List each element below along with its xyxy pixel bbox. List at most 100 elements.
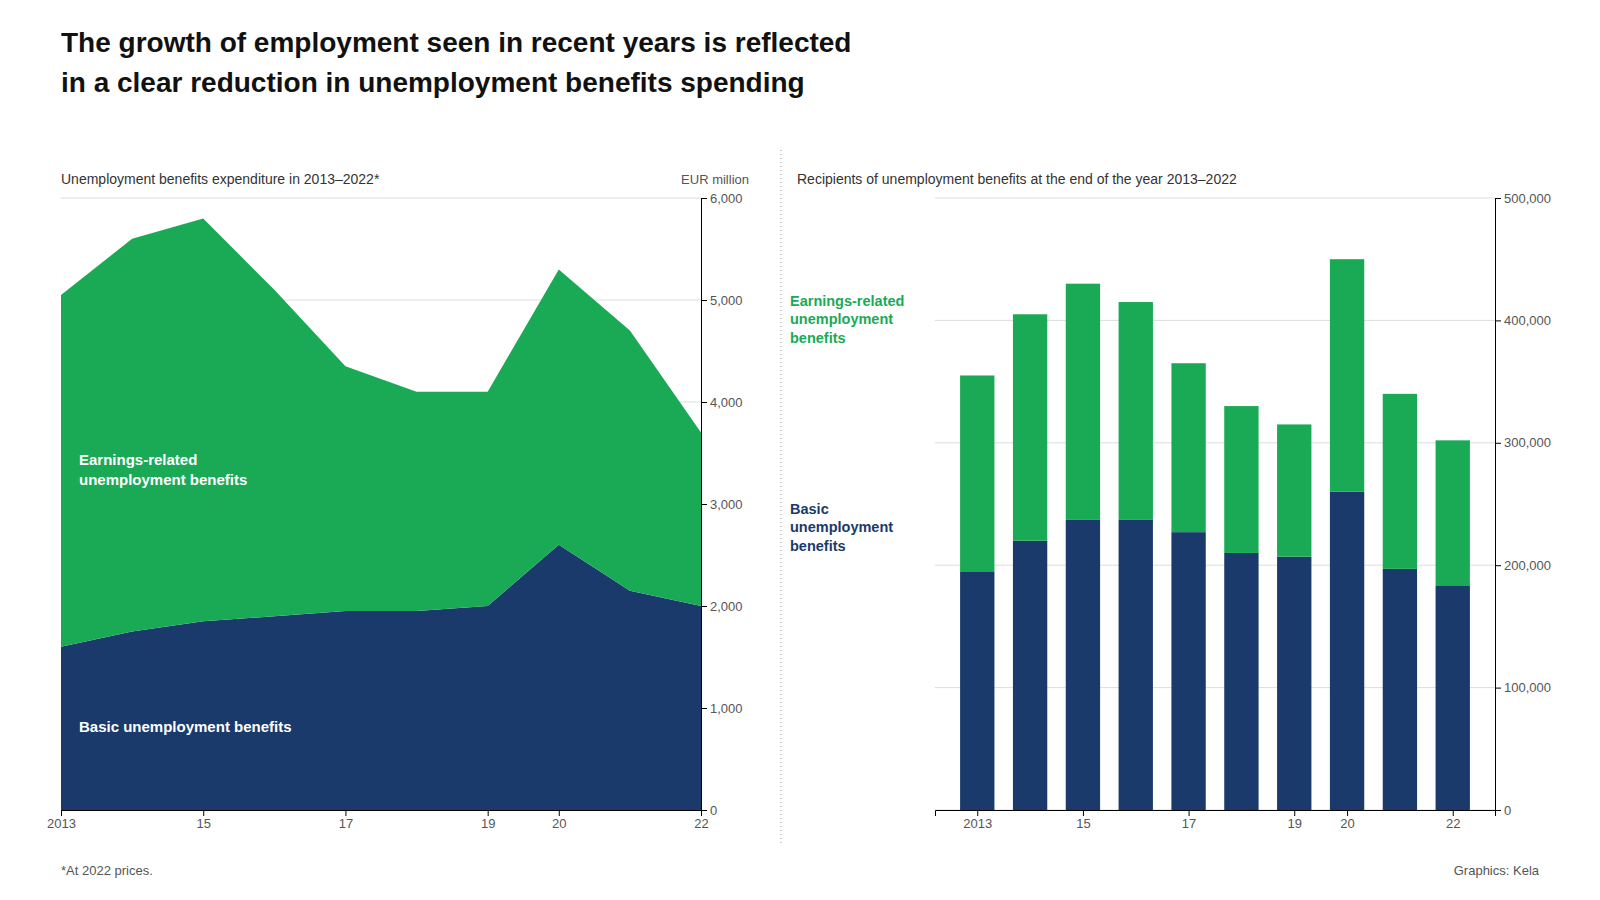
x-tick-mark	[1083, 810, 1084, 816]
x-tick-label: 17	[1182, 816, 1196, 831]
y-axis-line	[702, 199, 708, 811]
bar	[1224, 553, 1258, 810]
subtitle: Unemployment benefits expenditure in 201…	[61, 171, 380, 187]
x-tick-mark	[345, 810, 346, 816]
y-tick-label: 200,000	[1504, 558, 1551, 573]
x-tick: 2013	[47, 810, 76, 831]
bar	[1066, 520, 1100, 810]
x-tick-label: 15	[1076, 816, 1090, 831]
x-tick-mark	[1347, 810, 1348, 816]
title: The growth of employment seen in recent …	[61, 27, 851, 58]
x-tick: 19	[481, 810, 495, 831]
text-line: Earnings-related	[790, 292, 904, 308]
plot-area: 2013 15 17 19 20 220 1,000 2,000 3,000 4,000 5,000…	[47, 191, 743, 832]
x-tick: 15	[196, 810, 210, 831]
grid	[935, 198, 1495, 810]
y-tick-mark	[1495, 565, 1501, 566]
x-tick-mark	[203, 810, 204, 816]
x-tick-label: 17	[339, 816, 353, 831]
text-line: Basic	[790, 500, 829, 516]
x-tick-mark	[559, 810, 560, 816]
text-line: unemployment	[790, 519, 893, 535]
divider	[781, 150, 782, 846]
text-line: Earnings-related	[79, 451, 197, 468]
grid-line	[61, 198, 701, 199]
y-tick-mark	[1495, 198, 1501, 199]
y-tick-label: 0	[710, 803, 717, 818]
grid	[61, 198, 701, 810]
bar	[960, 571, 994, 810]
text-line: benefits	[790, 330, 846, 346]
bar	[1436, 586, 1470, 810]
y-tick: 6,000	[701, 191, 743, 206]
y-tick: 0	[1495, 803, 1511, 818]
y-tick-mark	[1495, 443, 1501, 444]
chart-canvas: The growth of employment seen in recent …	[0, 0, 1600, 900]
marks	[960, 259, 1470, 810]
y-tick-label: 4,000	[710, 395, 743, 410]
marks	[61, 218, 701, 810]
y-tick-mark	[701, 402, 707, 403]
y-tick: 1,000	[701, 701, 743, 716]
bar	[1066, 284, 1100, 520]
bar	[1383, 394, 1417, 569]
x-tick-label: 15	[196, 816, 210, 831]
series-label: Basic unemployment benefits	[790, 500, 893, 554]
bar	[1013, 314, 1047, 540]
y-tick-mark	[701, 810, 707, 811]
y-tick-label: 3,000	[710, 497, 743, 512]
x-axis-line	[936, 811, 1496, 817]
y-tick-label: 0	[1504, 803, 1511, 818]
bar	[1330, 492, 1364, 810]
x-tick: 19	[1288, 810, 1302, 831]
bar	[1171, 532, 1205, 810]
y-tick: 2,000	[701, 599, 743, 614]
y-tick: 300,000	[1495, 435, 1551, 450]
subtitle: Recipients of unemployment benefits at t…	[797, 171, 1237, 187]
x-tick: 20	[552, 810, 566, 831]
text-line: unemployment benefits	[79, 471, 247, 488]
x-axis: 20131517192022	[936, 810, 1496, 831]
bar	[1330, 259, 1364, 492]
x-tick: 17	[1182, 810, 1196, 831]
x-tick-label: 2013	[47, 816, 76, 831]
x-tick-label: 20	[1340, 816, 1354, 831]
series-label: Earnings-relatedunemploymentbenefits	[790, 292, 904, 346]
title: in a clear reduction in unemployment ben…	[61, 67, 805, 98]
x-tick-label: 19	[1288, 816, 1302, 831]
grid-line	[935, 198, 1495, 199]
x-tick-mark	[488, 810, 489, 816]
y-tick: 3,000	[701, 497, 743, 512]
y-tick: 200,000	[1495, 558, 1551, 573]
x-tick-label: 19	[481, 816, 495, 831]
y-axis-line	[1496, 199, 1502, 811]
y-tick-mark	[701, 198, 707, 199]
bar	[1171, 363, 1205, 532]
x-axis-line	[62, 811, 702, 817]
x-tick-mark	[1294, 810, 1295, 816]
y-tick: 0	[701, 803, 717, 818]
y-tick-label: 100,000	[1504, 680, 1551, 695]
y-tick-label: 400,000	[1504, 313, 1551, 328]
text-line: benefits	[790, 538, 846, 554]
x-tick: 20	[1340, 810, 1354, 831]
bar	[1277, 557, 1311, 810]
y-tick-mark	[701, 606, 707, 607]
y-tick: 4,000	[701, 395, 743, 410]
x-tick-mark	[1453, 810, 1454, 816]
y-tick-mark	[1495, 688, 1501, 689]
series-label: Earnings-related unemployment benefits	[79, 451, 247, 488]
x-tick: 22	[1446, 810, 1460, 831]
y-tick: 5,000	[701, 293, 743, 308]
x-tick: 22	[694, 810, 708, 831]
y-axis: 0 1,000 2,000 3,000 4,000 5,000 6,000	[701, 191, 743, 818]
bar	[1013, 541, 1047, 810]
plot-area: 201315171920220100,000200,000300,000400,…	[935, 191, 1551, 832]
y-tick-label: 1,000	[710, 701, 743, 716]
y-tick-mark	[1495, 320, 1501, 321]
x-tick-label: 22	[1446, 816, 1460, 831]
y-axis: 0100,000200,000300,000400,000500,000	[1495, 191, 1551, 818]
y-tick-label: 6,000	[710, 191, 743, 206]
x-tick-label: 22	[694, 816, 708, 831]
bar	[1277, 424, 1311, 556]
